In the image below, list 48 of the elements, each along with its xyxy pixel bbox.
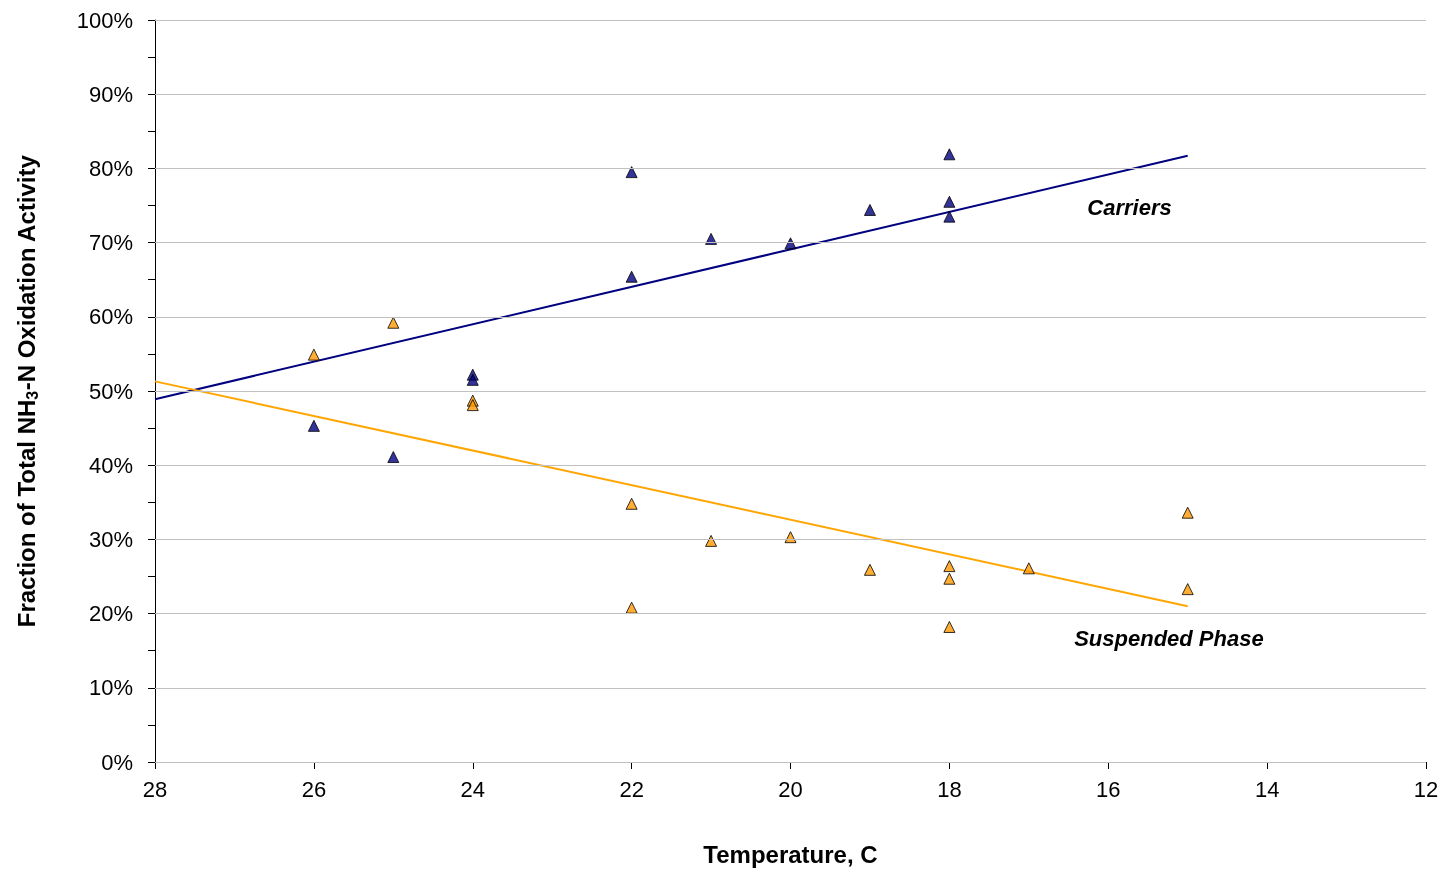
point (705, 232, 718, 245)
point (863, 563, 876, 576)
y-axis-title: Fraction of Total NH3-N Oxidation Activity (12, 154, 41, 628)
point (943, 210, 956, 223)
x-tick-label: 24 (460, 776, 485, 802)
x-tick-label: 26 (301, 776, 327, 802)
y-tick-label: 50% (88, 378, 133, 404)
y-tick-label: 40% (88, 452, 133, 478)
y-tick-label: 10% (88, 675, 133, 701)
point (387, 451, 400, 464)
y-tick-label: 100% (76, 7, 133, 33)
series-label: Carriers (1087, 195, 1172, 221)
y-tick-label: 30% (88, 526, 133, 552)
point (625, 497, 638, 510)
y-tick-label: 0% (101, 749, 133, 775)
point (466, 373, 479, 386)
point (625, 601, 638, 614)
y-tick-label: 20% (88, 601, 133, 627)
point (625, 270, 638, 283)
point (943, 195, 956, 208)
x-tick-label: 14 (1254, 776, 1280, 802)
y-tick-label: 70% (88, 230, 133, 256)
x-axis-title: Temperature, C (703, 840, 878, 868)
point (307, 348, 320, 361)
point (863, 203, 876, 216)
x-tick-label: 22 (619, 776, 644, 802)
point (1181, 583, 1194, 596)
point (307, 419, 320, 432)
point (943, 560, 956, 573)
y-tick-label: 60% (88, 304, 133, 330)
y-tick-label: 80% (88, 155, 133, 181)
point (1022, 562, 1035, 575)
point (943, 572, 956, 585)
point (705, 534, 718, 547)
x-tick-label: 16 (1096, 776, 1121, 802)
point (943, 620, 956, 633)
x-tick-label: 20 (778, 776, 803, 802)
series-label: Suspended Phase (1074, 625, 1264, 651)
point (625, 166, 638, 179)
x-tick-label: 18 (937, 776, 962, 802)
x-tick-label: 12 (1413, 776, 1439, 802)
y-tick-label: 90% (88, 81, 133, 107)
point (784, 237, 797, 250)
point (943, 148, 956, 161)
point (466, 399, 479, 412)
point (784, 531, 797, 544)
point (1181, 506, 1194, 519)
x-tick-label: 28 (142, 776, 168, 802)
